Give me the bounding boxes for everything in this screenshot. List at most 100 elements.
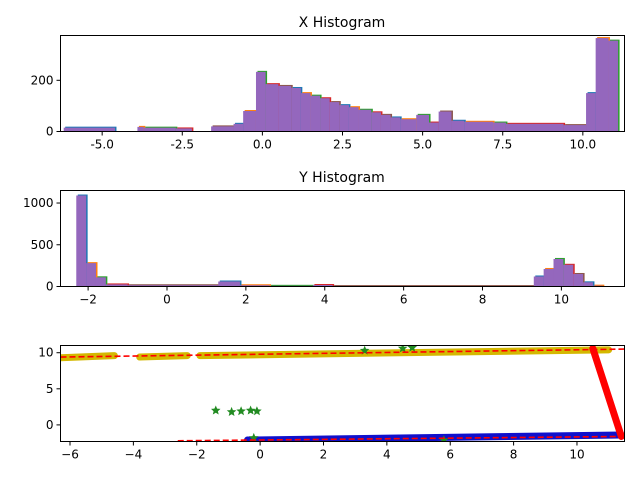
histogram-bar (310, 95, 321, 132)
histogram-bar (573, 273, 584, 287)
histogram-bar (348, 107, 359, 132)
histogram-bar (400, 119, 417, 132)
scatter-point (211, 405, 221, 415)
y-histogram: Y Histogram −2 0 2 4 6 8 10 0 500 1000 (23, 170, 625, 307)
histogram-bar (218, 281, 240, 287)
scatter-frame (60, 345, 625, 442)
histogram-bar (493, 122, 506, 132)
y-tick-label: 5 (46, 382, 54, 396)
x-tick-label: 5.0 (413, 138, 432, 152)
histogram-bar (553, 258, 564, 287)
histogram-bar (255, 71, 266, 132)
histogram-bar (339, 105, 349, 132)
x-tick-label: 10 (569, 448, 584, 462)
x-tick-label: 7.5 (493, 138, 512, 152)
y-histogram-frame (60, 190, 625, 287)
histogram-bar (143, 127, 176, 132)
x-tick-label: 2 (320, 448, 328, 462)
x-histogram-axes: -5.0 -2.5 0.0 2.5 5.0 7.5 10.0 0 200 (31, 73, 597, 151)
histogram-bar (438, 111, 452, 132)
scatter-marks (60, 345, 625, 442)
histogram-bar (505, 123, 564, 132)
histogram-bar (291, 87, 301, 132)
scatter-point (236, 406, 246, 416)
histogram-bar (371, 112, 381, 132)
x-tick-label: 4 (383, 448, 391, 462)
histogram-bar (543, 268, 554, 287)
histogram-bar-edge (271, 284, 315, 287)
histogram-bar (416, 114, 430, 132)
histogram-bar (233, 123, 244, 132)
y-tick-label: 0 (46, 280, 54, 294)
y-histogram-axes: −2 0 2 4 6 8 10 0 500 1000 (23, 196, 569, 306)
x-tick-label: 0 (256, 448, 264, 462)
histogram-bar (586, 93, 596, 132)
y-tick-label: 10 (38, 346, 53, 360)
histogram-bar (76, 195, 87, 287)
x-tick-label: 0 (163, 293, 171, 307)
histogram-bar (312, 284, 333, 287)
scatter-band (60, 352, 118, 362)
histogram-bar (265, 84, 279, 132)
histogram-bar (86, 263, 96, 287)
histogram-bar (429, 122, 439, 132)
x-tick-label: −2 (188, 448, 206, 462)
x-histogram-bars (63, 37, 620, 132)
histogram-bar (563, 264, 574, 287)
histogram-bar (464, 121, 494, 132)
x-tick-label: −6 (61, 448, 79, 462)
histogram-bar (451, 120, 465, 132)
x-tick-label: 8 (479, 293, 487, 307)
scatter-point (245, 405, 256, 415)
histogram-bar (137, 126, 144, 132)
scatter-point (252, 406, 262, 416)
fit-line (177, 435, 625, 442)
x-tick-label: 8 (510, 448, 518, 462)
scatter-plot: −6 −4 −2 0 2 4 6 8 10 0 5 10 (38, 345, 625, 462)
x-histogram-frame (60, 35, 625, 132)
histogram-bar (390, 117, 401, 132)
fit-line (60, 348, 625, 358)
y-tick-label: 0 (46, 125, 54, 139)
histogram-bar (105, 284, 128, 287)
x-tick-label: 6 (400, 293, 408, 307)
y-tick-label: 200 (31, 73, 54, 87)
y-tick-label: 500 (31, 238, 54, 252)
y-tick-label: 1000 (23, 196, 54, 210)
histogram-bar (608, 40, 619, 132)
y-tick-label: 0 (46, 418, 54, 432)
x-tick-label: 2.5 (333, 138, 352, 152)
histogram-bar (533, 276, 544, 287)
y-histogram-title: Y Histogram (298, 170, 385, 186)
histogram-bar (380, 114, 391, 132)
x-tick-label: 10 (554, 293, 569, 307)
scatter-point (226, 406, 237, 416)
x-histogram: X Histogram -5.0 -2.5 0.0 2.5 5.0 7.5 10.0 0 200 (31, 15, 625, 152)
y-histogram-bars (76, 194, 605, 287)
x-tick-label: 4 (321, 293, 329, 307)
scatter-point (407, 345, 417, 352)
x-tick-label: 0.0 (253, 138, 272, 152)
scatter-band (589, 345, 625, 440)
x-tick-label: −2 (79, 293, 97, 307)
x-tick-label: 2 (242, 293, 250, 307)
histogram-bar (320, 98, 330, 132)
x-tick-label: -5.0 (90, 138, 113, 152)
histogram-bar (563, 125, 587, 132)
histogram-bar (300, 93, 311, 132)
histogram-bar (329, 102, 340, 132)
histogram-bar (239, 285, 270, 287)
histogram-bar (595, 38, 609, 132)
histogram-bar (583, 282, 593, 287)
scatter-point (397, 345, 408, 353)
histogram-bar (211, 126, 234, 132)
scatter-point (249, 432, 259, 442)
histogram-bar (63, 127, 115, 132)
x-tick-label: 10.0 (569, 138, 596, 152)
histogram-bar-edge (594, 284, 605, 287)
scatter-axes: −6 −4 −2 0 2 4 6 8 10 0 5 10 (38, 346, 584, 462)
x-tick-label: -2.5 (171, 138, 194, 152)
histogram-bar (278, 85, 292, 132)
x-tick-label: 6 (446, 448, 454, 462)
